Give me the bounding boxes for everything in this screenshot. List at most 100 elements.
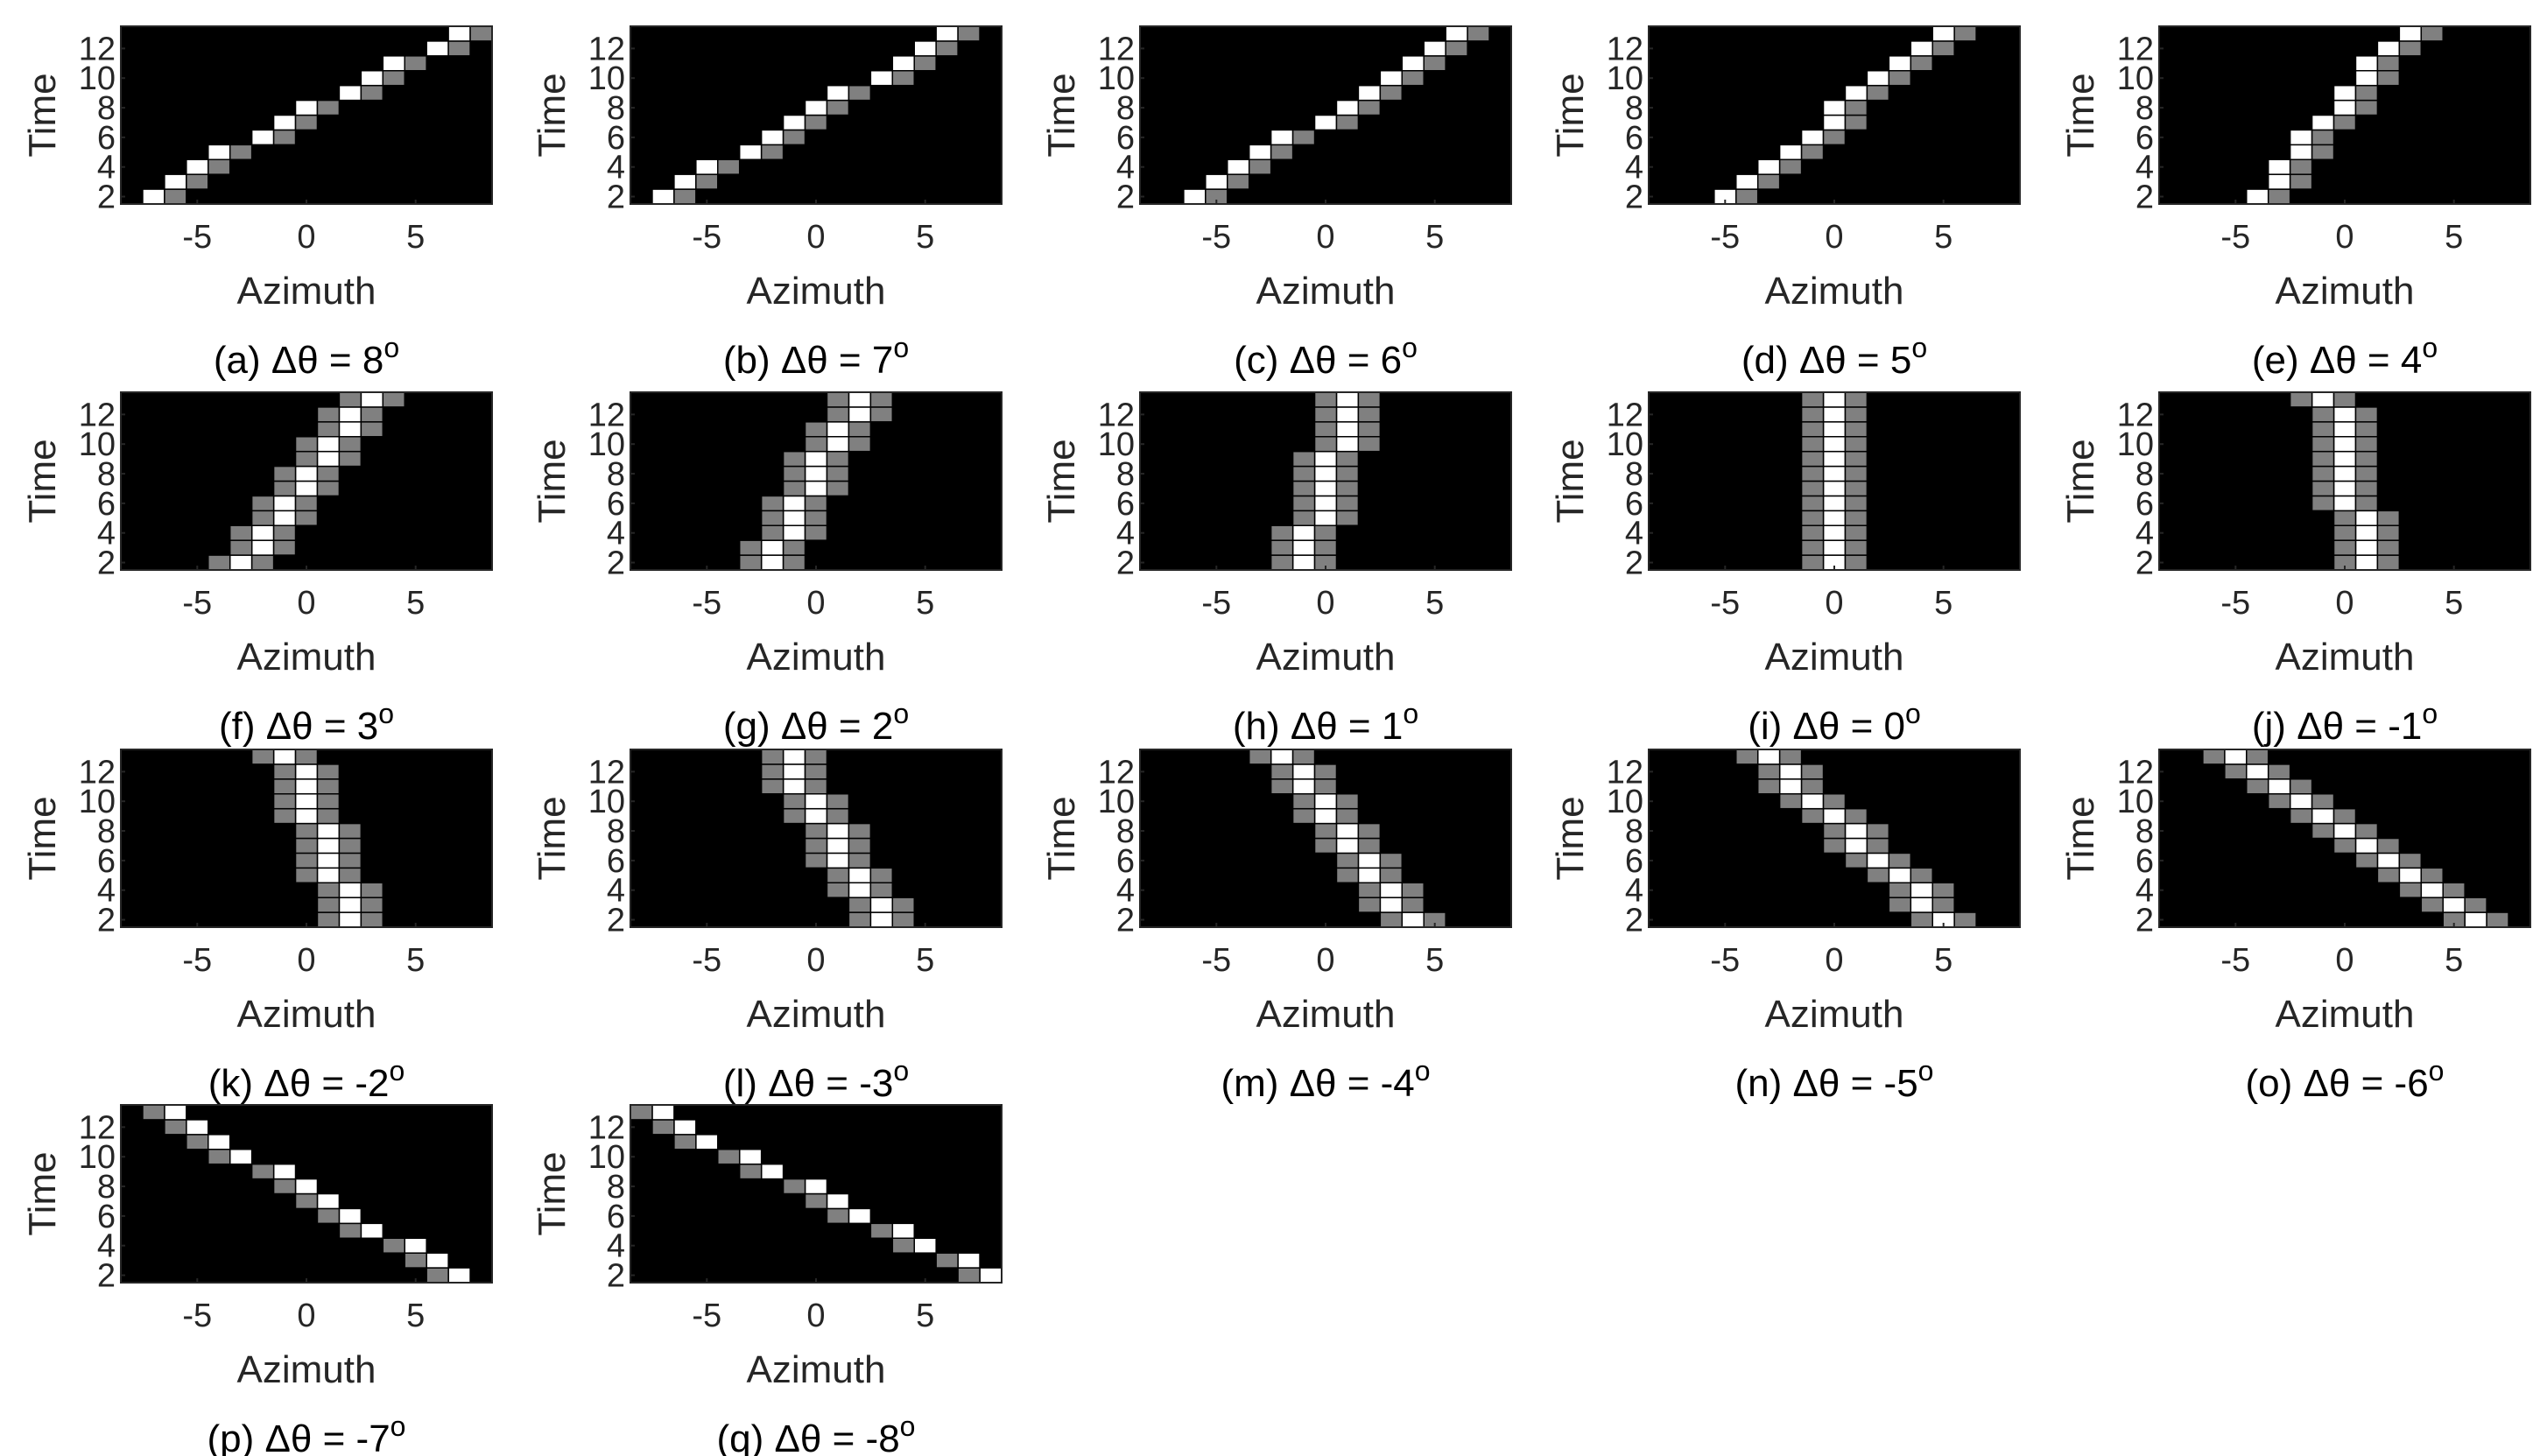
- peak-cell: [1844, 822, 1868, 840]
- neighbor-cell: [782, 450, 806, 468]
- neighbor-cell: [782, 480, 806, 497]
- x-tick-label: 0: [806, 219, 825, 256]
- neighbor-cell: [2464, 897, 2487, 913]
- panel-caption: (p) Δθ = -7o: [208, 1410, 406, 1456]
- caption-label: (o): [2246, 1062, 2304, 1105]
- neighbor-cell: [1357, 99, 1382, 116]
- neighbor-cell: [1800, 763, 1825, 780]
- peak-cell: [2311, 391, 2335, 408]
- peak-cell: [891, 55, 915, 72]
- y-axis-label: Time: [531, 439, 573, 523]
- x-tick-label: -5: [1710, 219, 1740, 256]
- neighbor-cell: [1844, 406, 1868, 423]
- y-tick-label: 12: [79, 1109, 116, 1146]
- neighbor-cell: [1291, 129, 1316, 146]
- y-axis-label: Time: [1040, 439, 1083, 523]
- neighbor-cell: [1844, 495, 1868, 512]
- y-axis-label: Time: [1549, 439, 1592, 523]
- neighbor-cell: [2289, 158, 2313, 175]
- neighbor-cell: [338, 391, 362, 408]
- y-tick-label: 6: [97, 1199, 116, 1235]
- x-axis-label: Azimuth: [237, 636, 376, 679]
- panel-caption: (q) Δθ = -8o: [717, 1410, 916, 1456]
- x-tick-label: 5: [916, 1298, 934, 1334]
- peak-cell: [1822, 807, 1847, 825]
- y-tick-label: 8: [607, 456, 625, 493]
- y-axis-label: Time: [531, 73, 573, 157]
- caption-degree: o: [900, 1410, 916, 1442]
- peak-cell: [1335, 406, 1360, 423]
- caption-label: (b): [723, 339, 781, 382]
- y-tick-label: 4: [2135, 150, 2154, 186]
- y-tick-label: 12: [1098, 754, 1135, 791]
- x-tick-label: 5: [1425, 942, 1444, 979]
- neighbor-cell: [804, 510, 828, 526]
- peak-cell: [651, 188, 675, 205]
- neighbor-cell: [1756, 173, 1781, 190]
- neighbor-cell: [2311, 822, 2335, 840]
- heatmap-cells: [208, 391, 405, 571]
- neighbor-cell: [360, 84, 384, 102]
- y-tick-label: 10: [79, 1139, 116, 1176]
- peak-cell: [1822, 436, 1847, 453]
- peak-cell: [2354, 524, 2379, 541]
- neighbor-cell: [782, 129, 806, 146]
- neighbor-cell: [316, 1207, 341, 1225]
- y-tick-label: 8: [97, 456, 116, 493]
- neighbor-cell: [1953, 25, 1977, 42]
- peak-cell: [2267, 778, 2291, 795]
- caption-degree: o: [1911, 332, 1927, 363]
- neighbor-cell: [760, 749, 785, 765]
- neighbor-cell: [1291, 749, 1316, 765]
- x-tick-label: 5: [916, 219, 934, 256]
- neighbor-cell: [2202, 749, 2226, 765]
- peak-cell: [2267, 158, 2291, 175]
- neighbor-cell: [1379, 867, 1404, 883]
- y-tick-label: 6: [607, 1199, 625, 1235]
- y-tick-label: 8: [97, 1169, 116, 1206]
- caption-value: -1: [2388, 705, 2422, 748]
- peak-cell: [782, 763, 806, 780]
- neighbor-cell: [1844, 524, 1868, 541]
- peak-cell: [738, 144, 763, 160]
- neighbor-cell: [2289, 807, 2313, 825]
- neighbor-cell: [2311, 129, 2335, 146]
- neighbor-cell: [1357, 837, 1382, 855]
- y-tick-label: 2: [97, 179, 116, 216]
- caption-label: (c): [1234, 339, 1290, 382]
- neighbor-cell: [1291, 450, 1316, 468]
- peak-cell: [316, 450, 341, 468]
- y-tick-label: 6: [97, 120, 116, 157]
- x-axis-label: Azimuth: [237, 270, 376, 313]
- neighbor-cell: [1756, 778, 1781, 795]
- neighbor-cell: [1844, 539, 1868, 556]
- y-tick-label: 6: [607, 486, 625, 523]
- x-axis-label: Azimuth: [2276, 993, 2415, 1036]
- peak-cell: [826, 822, 850, 840]
- neighbor-cell: [1335, 495, 1360, 512]
- y-tick-label: 2: [97, 545, 116, 582]
- peak-cell: [447, 1267, 471, 1284]
- y-tick-label: 2: [1116, 545, 1135, 582]
- y-tick-label: 2: [607, 545, 625, 582]
- y-tick-label: 12: [79, 31, 116, 67]
- peak-cell: [447, 25, 471, 42]
- neighbor-cell: [1931, 897, 1955, 913]
- neighbor-cell: [957, 1267, 981, 1284]
- neighbor-cell: [1800, 480, 1825, 497]
- y-tick-label: 12: [1607, 754, 1643, 791]
- y-tick-label: 10: [2117, 426, 2154, 463]
- caption-label: (e): [2252, 339, 2310, 382]
- y-tick-label: 10: [1607, 60, 1643, 97]
- peak-cell: [382, 55, 405, 72]
- neighbor-cell: [2267, 763, 2291, 780]
- peak-cell: [782, 749, 806, 765]
- peak-cell: [782, 114, 806, 131]
- neighbor-cell: [164, 188, 187, 205]
- peak-cell: [1910, 882, 1933, 898]
- neighbor-cell: [804, 114, 828, 131]
- x-tick-label: -5: [2220, 942, 2250, 979]
